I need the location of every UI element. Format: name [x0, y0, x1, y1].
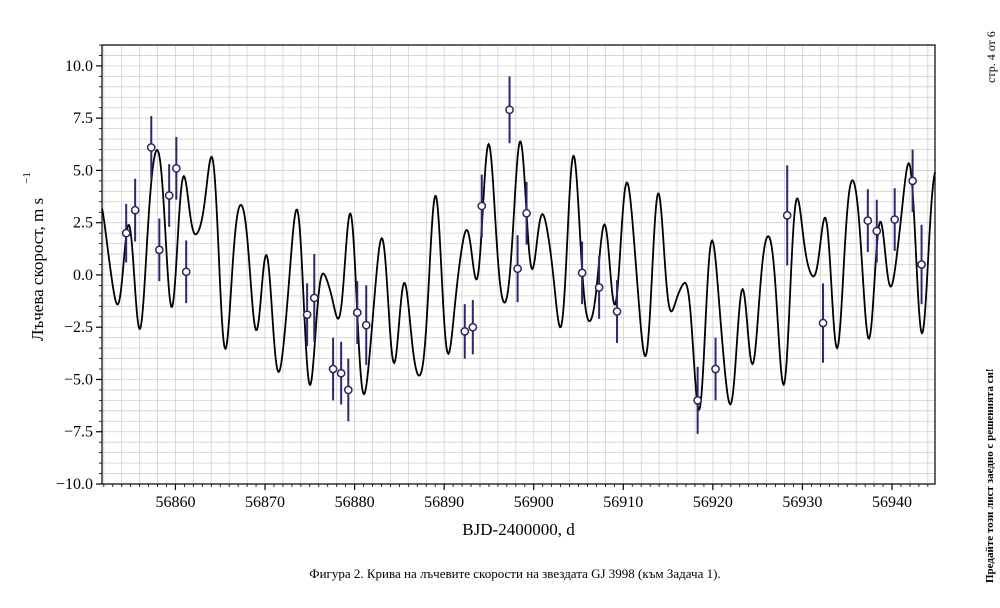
point-marker — [352, 308, 362, 317]
data-point — [361, 285, 371, 365]
figure-caption: Фигура 2. Крива на лъчевите скорости на … — [309, 566, 721, 581]
data-point — [872, 199, 882, 263]
data-point — [146, 116, 156, 179]
data-point — [181, 240, 191, 304]
y-tick-label: 2.5 — [73, 215, 93, 232]
data-point — [121, 203, 131, 263]
point-marker — [872, 226, 882, 236]
y-tick-label: −5.0 — [64, 371, 93, 388]
point-marker — [917, 260, 926, 269]
y-axis-label: Лъчева скорост, m s — [28, 198, 47, 341]
data-point — [171, 136, 181, 200]
ticks: 56860 56870 56880 56890 56900 56910 56920 56930… — [56, 44, 929, 511]
page-number-container: стр. 4 от 6 — [983, 8, 998, 88]
y-axis-label-group: Лъчева скорост, m s −1 — [21, 172, 47, 341]
x-axis-label: BJD-2400000, d — [462, 520, 575, 539]
data-point — [612, 280, 622, 343]
data-point — [782, 165, 792, 266]
x-tick-label: 56890 — [424, 494, 464, 511]
point-marker — [693, 396, 702, 405]
x-tick-label: 56860 — [155, 494, 195, 511]
point-marker — [890, 215, 900, 224]
y-tick-label: 10.0 — [65, 58, 93, 75]
x-tick-label: 56880 — [335, 494, 375, 511]
point-marker — [513, 264, 522, 274]
x-tick-label: 56910 — [603, 494, 643, 511]
y-tick-label: 5.0 — [73, 162, 93, 179]
side-note-container: Предайте този лист заедно с решенията си… — [983, 300, 997, 600]
point-marker — [577, 268, 587, 278]
data-point — [594, 256, 604, 319]
data-point — [890, 188, 900, 251]
x-tick-label: 56920 — [693, 494, 733, 511]
grid — [102, 44, 935, 485]
point-marker — [505, 105, 514, 115]
data-point — [505, 76, 514, 144]
point-marker — [121, 228, 131, 238]
model-curve-layer — [101, 140, 936, 412]
y-tick-label: −2.5 — [64, 319, 93, 336]
data-point — [343, 358, 353, 422]
model-curve — [101, 140, 936, 412]
data-point — [336, 341, 346, 405]
data-point — [818, 283, 828, 363]
page-number: стр. 4 от 6 — [984, 31, 998, 83]
point-marker — [460, 327, 470, 336]
point-marker — [171, 163, 181, 173]
point-marker — [361, 320, 371, 330]
y-tick-label: 0.0 — [73, 267, 93, 284]
point-marker — [522, 208, 531, 218]
point-marker — [309, 293, 319, 303]
y-tick-label: −10.0 — [56, 476, 93, 493]
point-marker — [612, 307, 622, 316]
data-point — [863, 189, 873, 252]
point-marker — [164, 191, 174, 200]
point-marker — [336, 368, 346, 378]
x-tick-label: 56940 — [872, 494, 912, 511]
data-point — [917, 224, 926, 305]
y-axis-label-exponent: −1 — [21, 172, 33, 184]
x-tick-label: 56900 — [514, 494, 554, 511]
point-marker — [181, 267, 191, 277]
x-tick-label: 56930 — [782, 494, 822, 511]
point-marker — [782, 211, 792, 220]
point-marker — [468, 322, 478, 332]
point-marker — [477, 201, 487, 211]
x-tick-label: 56870 — [245, 494, 285, 511]
data-point — [352, 281, 362, 344]
point-marker — [146, 143, 156, 152]
point-marker — [302, 310, 312, 320]
point-marker — [863, 216, 873, 225]
side-note: Предайте този лист заедно с решенията си… — [984, 368, 996, 583]
data-point — [130, 178, 140, 242]
point-marker — [328, 364, 338, 374]
data-point — [154, 218, 164, 282]
point-marker — [154, 245, 164, 255]
point-marker — [818, 318, 828, 328]
data-points-layer — [121, 76, 926, 434]
point-marker — [343, 385, 353, 395]
data-point — [577, 241, 587, 305]
point-marker — [711, 364, 720, 374]
data-point — [522, 181, 531, 245]
data-point — [711, 337, 720, 401]
point-marker — [594, 283, 604, 292]
y-tick-label: 7.5 — [73, 110, 93, 127]
data-point — [309, 254, 319, 342]
data-point — [908, 149, 917, 213]
data-point — [302, 283, 312, 347]
data-point — [164, 164, 174, 227]
data-point — [693, 366, 702, 434]
point-marker — [130, 205, 140, 215]
data-point — [460, 304, 470, 359]
data-point — [328, 337, 338, 401]
data-point — [513, 235, 522, 303]
point-marker — [908, 176, 917, 186]
data-point — [477, 174, 487, 238]
y-tick-label: −7.5 — [64, 424, 93, 441]
data-point — [468, 300, 478, 355]
